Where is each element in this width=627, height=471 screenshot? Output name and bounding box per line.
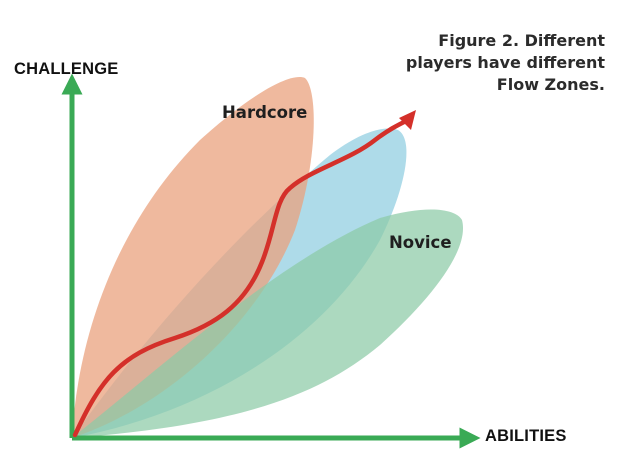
flow-curve [72, 117, 411, 438]
novice-zone-label: Novice [389, 233, 452, 252]
caption-line-1: Figure 2. Different [438, 31, 605, 50]
challenge-axis-label: CHALLENGE [14, 60, 119, 78]
flow-curve-arrowhead [399, 110, 416, 130]
caption-line-2: players have different [405, 53, 605, 72]
novice-zone [72, 209, 464, 438]
figure-caption: Figure 2. Different players have differe… [345, 30, 605, 96]
caption-line-3: Flow Zones. [496, 75, 605, 94]
hardcore-zone-label: Hardcore [222, 103, 308, 122]
abilities-axis-label: ABILITIES [485, 427, 567, 445]
hardcore-zone [72, 77, 314, 438]
